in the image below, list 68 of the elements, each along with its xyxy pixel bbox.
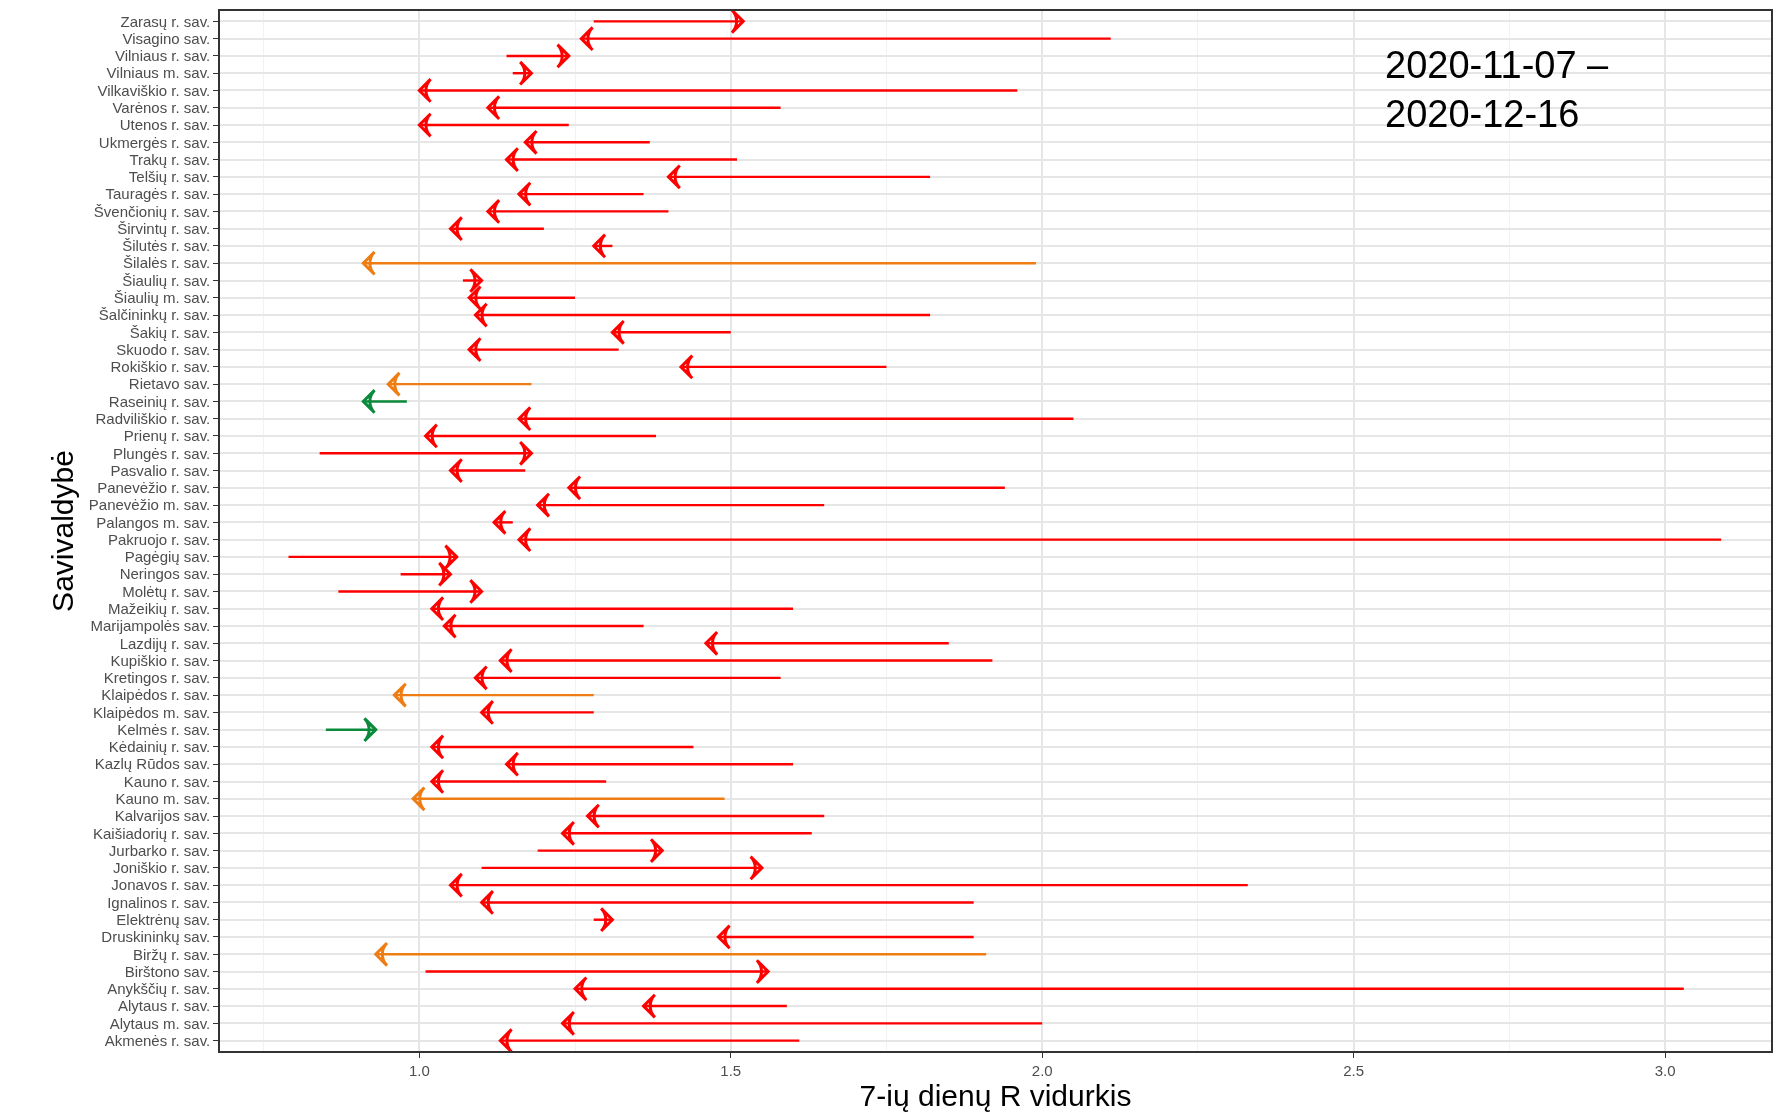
y-tick-label: Kupiškio r. sav. <box>110 651 211 669</box>
y-tick-label: Klaipėdos r. sav. <box>101 686 211 704</box>
y-tick-label: Palangos m. sav. <box>96 513 211 531</box>
y-tick-label: Neringos sav. <box>119 565 211 583</box>
y-tick-label: Panevėžio m. sav. <box>88 496 211 514</box>
y-tick-label: Biržų r. sav. <box>133 945 211 963</box>
y-tick-label: Kėdainių r. sav. <box>108 738 211 756</box>
y-tick-label: Šakių r. sav. <box>129 323 211 341</box>
y-tick-label: Vilniaus m. sav. <box>106 64 211 82</box>
y-tick-label: Kauno r. sav. <box>123 772 211 790</box>
y-axis-title: Savivaldybė <box>46 450 80 612</box>
y-tick-label: Rietavo sav. <box>128 375 211 393</box>
x-tick-label: 1.0 <box>408 1061 430 1079</box>
y-tick-label: Pakruojo r. sav. <box>107 530 211 548</box>
y-tick-label: Joniškio r. sav. <box>112 859 211 877</box>
y-tick-label: Telšių r. sav. <box>128 168 211 186</box>
x-tick-label: 1.5 <box>720 1061 742 1079</box>
y-tick-label: Vilniaus r. sav. <box>114 47 211 65</box>
y-tick-label: Prienų r. sav. <box>123 427 211 445</box>
y-tick-label: Kazlų Rūdos sav. <box>94 755 211 773</box>
y-tick-label: Šilutės r. sav. <box>122 237 211 255</box>
y-tick-label: Klaipėdos m. sav. <box>92 703 211 721</box>
y-tick-label: Šiaulių m. sav. <box>113 289 211 307</box>
y-tick-label: Druskininkų sav. <box>101 928 211 946</box>
y-tick-label: Anykščių r. sav. <box>107 980 211 998</box>
y-tick-label: Trakų r. sav. <box>129 150 211 168</box>
y-tick-label: Šalčininkų r. sav. <box>98 306 211 324</box>
y-tick-label: Pasvalio r. sav. <box>110 461 211 479</box>
y-tick-label: Radviliškio r. sav. <box>95 409 211 427</box>
y-tick-label: Ukmergės r. sav. <box>98 133 211 151</box>
y-tick-label: Alytaus r. sav. <box>117 997 211 1015</box>
y-tick-label: Kretingos r. sav. <box>103 669 211 687</box>
y-tick-label: Panevėžio r. sav. <box>97 479 211 497</box>
y-tick-label: Zarasų r. sav. <box>120 12 211 30</box>
y-tick-label: Švenčionių r. sav. <box>93 202 211 220</box>
y-tick-label: Akmenės r. sav. <box>104 1031 211 1049</box>
y-tick-label: Vilkaviškio r. sav. <box>97 81 211 99</box>
y-tick-label: Kaišiadorių r. sav. <box>92 824 211 842</box>
y-tick-label: Širvintų r. sav. <box>117 219 211 237</box>
y-tick-label: Birštono sav. <box>124 962 211 980</box>
y-tick-label: Rokiškio r. sav. <box>110 358 211 376</box>
annotation: 2020-11-07 – 2020-12-16 <box>1385 44 1610 136</box>
y-tick-label: Jurbarko r. sav. <box>108 841 211 859</box>
y-tick-label: Pagėgių sav. <box>124 548 211 566</box>
y-tick-label: Alytaus m. sav. <box>109 1014 211 1032</box>
y-tick-label: Kalvarijos sav. <box>114 807 211 825</box>
y-tick-label: Utenos r. sav. <box>119 116 211 134</box>
y-tick-label: Šilalės r. sav. <box>122 254 211 272</box>
y-tick-label: Marijampolės sav. <box>90 617 211 635</box>
y-tick-label: Skuodo r. sav. <box>116 340 211 358</box>
y-tick-label: Elektrėnų sav. <box>116 910 211 928</box>
y-tick-label: Tauragės r. sav. <box>105 185 211 203</box>
x-tick-label: 2.5 <box>1343 1061 1365 1079</box>
y-tick-label: Kauno m. sav. <box>115 790 211 808</box>
y-tick-label: Lazdijų r. sav. <box>119 634 211 652</box>
y-tick-label: Jonavos r. sav. <box>111 876 211 894</box>
y-tick-label: Varėnos r. sav. <box>112 98 211 116</box>
y-tick-label: Ignalinos r. sav. <box>107 893 211 911</box>
x-tick-label: 3.0 <box>1654 1061 1676 1079</box>
y-tick-label: Raseinių r. sav. <box>108 392 211 410</box>
x-tick-label: 2.0 <box>1031 1061 1053 1079</box>
y-tick-label: Plungės r. sav. <box>112 444 211 462</box>
y-tick-label: Mažeikių r. sav. <box>107 599 211 617</box>
y-tick-label: Visagino sav. <box>122 29 211 47</box>
y-tick-label: Kelmės r. sav. <box>117 720 211 738</box>
x-axis-title: 7-ių dienų R vidurkis <box>859 1078 1132 1112</box>
y-tick-label: Molėtų r. sav. <box>122 582 211 600</box>
y-tick-label: Šiaulių r. sav. <box>122 271 211 289</box>
